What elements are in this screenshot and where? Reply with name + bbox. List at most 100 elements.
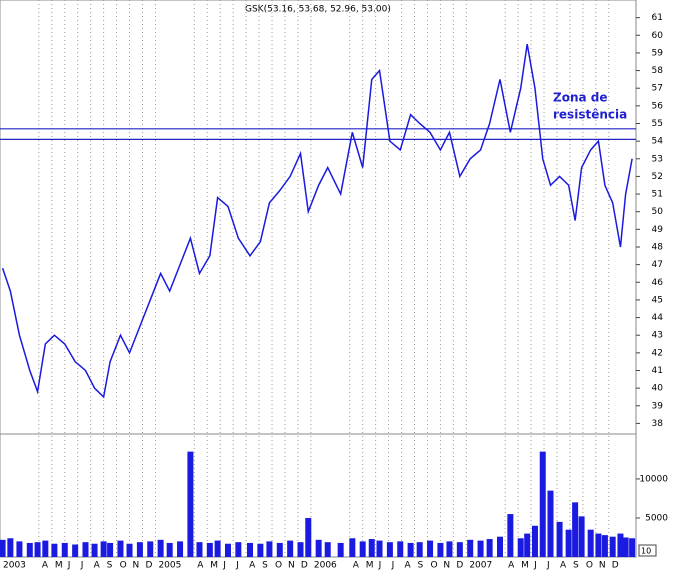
x-tick-label: A: [560, 561, 567, 571]
volume-bar: [531, 525, 538, 557]
y2-tick-label: 10000: [639, 474, 668, 484]
y-tick-label: 41: [652, 366, 663, 376]
volume-bar: [617, 533, 624, 557]
y-tick-label: 61: [652, 13, 663, 23]
x-tick-label: N: [133, 561, 140, 571]
volume-bar: [486, 539, 493, 557]
x-tick-label: J: [546, 561, 550, 571]
x-tick-label: A: [94, 561, 101, 571]
x-tick-label: S: [573, 561, 579, 571]
x-tick-label: O: [120, 561, 127, 571]
volume-bar: [266, 541, 273, 557]
x-tick-label: 2005: [158, 561, 181, 571]
y-tick-label: 40: [652, 384, 664, 394]
volume-bar: [386, 542, 393, 557]
volume-bar: [0, 539, 6, 557]
x-tick-label: 2007: [469, 561, 492, 571]
y-tick-label: 47: [652, 260, 663, 270]
x-tick-label: M: [521, 561, 529, 571]
y-tick-label: 43: [652, 331, 663, 341]
volume-bar: [166, 542, 173, 557]
y-tick-label: 54: [652, 137, 664, 147]
x-tick-label: J: [533, 561, 537, 571]
volume-bar: [578, 516, 585, 557]
volume-bar: [507, 514, 514, 557]
chart-title: GSK(53.16, 53.68, 52.96, 53.00): [245, 5, 391, 15]
x-tick-label: S: [262, 561, 268, 571]
volume-bar: [214, 540, 221, 557]
y-tick-label: 60: [652, 31, 664, 41]
y-tick-label: 39: [652, 401, 664, 411]
volume-bar: [315, 539, 322, 557]
volume-bar: [359, 541, 366, 557]
y-tick-label: 45: [652, 295, 663, 305]
volume-bar: [397, 541, 404, 557]
x-tick-label: J: [67, 561, 71, 571]
volume-bar: [91, 543, 98, 557]
volume-bar: [257, 543, 264, 557]
x-tick-label: J: [391, 561, 395, 571]
x-tick-label: J: [235, 561, 239, 571]
volume-bar: [609, 536, 616, 557]
x-tick-label: M: [366, 561, 374, 571]
volume-bar: [416, 542, 423, 557]
volume-bar: [136, 542, 143, 557]
y-tick-label: 56: [652, 101, 664, 111]
volume-bar: [496, 536, 503, 557]
volume-bar: [107, 542, 114, 557]
x-tick-label: 2003: [3, 561, 26, 571]
volume-bar: [157, 539, 164, 557]
volume-bar: [595, 533, 602, 557]
volume-bar: [524, 533, 531, 557]
y2-tick-label: 5000: [645, 513, 668, 523]
x-tick-label: M: [55, 561, 63, 571]
price-line: [1, 43, 633, 399]
volume-bar: [26, 542, 33, 557]
y-tick-label: 42: [652, 348, 663, 358]
x-tick-label: D: [456, 561, 463, 571]
volume-bar: [587, 529, 594, 557]
volume-bar: [437, 542, 444, 557]
y-tick-label: 50: [652, 207, 664, 217]
x-tick-label: A: [42, 561, 49, 571]
x-tick-label: A: [353, 561, 360, 571]
volume-bar: [349, 538, 356, 557]
volume-bar: [187, 451, 194, 557]
annotation: Zona de: [553, 91, 608, 105]
y-tick-label: 59: [652, 48, 664, 58]
y-tick-label: 46: [652, 278, 664, 288]
volume-bar: [456, 542, 463, 557]
volume-bar: [224, 543, 231, 557]
x-tick-label: S: [418, 561, 424, 571]
volume-bar: [324, 542, 331, 557]
volume-bar: [7, 538, 14, 557]
x-tick-label: J: [80, 561, 84, 571]
volume-bar: [407, 542, 414, 557]
x-tick-label: A: [249, 561, 256, 571]
volume-bar: [565, 529, 572, 557]
x-tick-label: O: [430, 561, 437, 571]
volume-bar: [287, 540, 294, 557]
x-tick-label: N: [288, 561, 295, 571]
y-tick-label: 53: [652, 154, 663, 164]
scale-note: 10: [641, 547, 651, 556]
y-tick-label: 52: [652, 172, 663, 182]
volume-bar: [517, 538, 524, 557]
x-tick-label: A: [197, 561, 204, 571]
volume-bar: [297, 542, 304, 557]
x-tick-label: J: [222, 561, 226, 571]
volume-bar: [427, 540, 434, 557]
volume-bar: [126, 543, 133, 557]
volume-bar: [72, 544, 79, 557]
volume-bar: [82, 542, 89, 557]
volume-bar: [246, 542, 253, 557]
volume-bar: [556, 521, 563, 557]
volume-bar: [622, 537, 629, 557]
volume-bar: [368, 539, 375, 557]
y-tick-label: 51: [652, 190, 663, 200]
x-tick-label: O: [586, 561, 593, 571]
volume-bar: [51, 543, 58, 557]
volume-bar: [147, 541, 154, 557]
y-tick-label: 58: [652, 66, 664, 76]
